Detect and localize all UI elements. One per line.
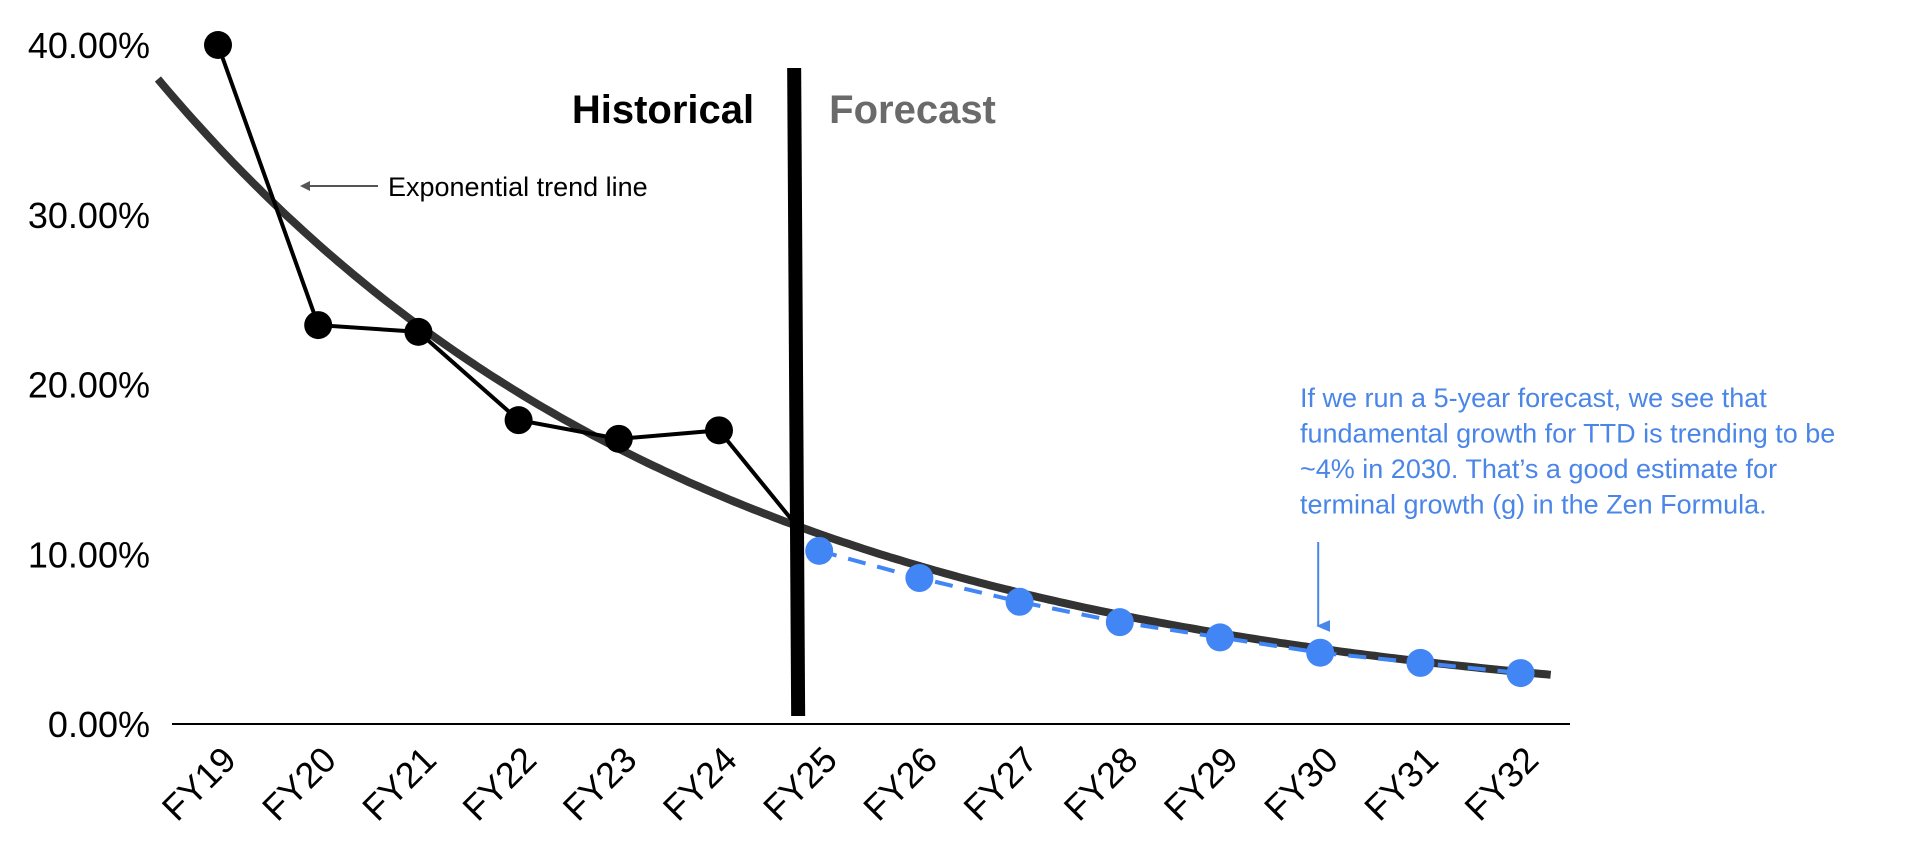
forecast-series bbox=[805, 536, 1535, 688]
forecast-point bbox=[805, 536, 834, 565]
historical-point bbox=[304, 311, 333, 340]
historical-point bbox=[705, 416, 733, 445]
y-tick-label: 30.00% bbox=[28, 195, 150, 236]
x-tick-label: FY26 bbox=[855, 739, 945, 829]
x-tick-label: FY20 bbox=[254, 739, 344, 829]
y-tick-label: 20.00% bbox=[28, 365, 150, 406]
trend-line bbox=[154, 76, 1552, 679]
y-tick-label: 10.00% bbox=[28, 534, 150, 575]
x-tick-label: FY24 bbox=[655, 739, 745, 829]
x-tick-label: FY29 bbox=[1156, 739, 1246, 829]
y-tick-label: 0.00% bbox=[48, 704, 150, 745]
historical-series bbox=[204, 31, 801, 531]
x-tick-label: FY19 bbox=[154, 739, 244, 829]
historical-point bbox=[204, 31, 232, 59]
x-tick-label: FY32 bbox=[1456, 739, 1546, 829]
x-tick-label: FY21 bbox=[354, 739, 444, 829]
historical-point bbox=[504, 406, 533, 435]
annotation-line: If we run a 5-year forecast, we see that bbox=[1300, 383, 1767, 413]
annotation-line: terminal growth (g) in the Zen Formula. bbox=[1300, 490, 1767, 520]
annotation-line: ~4% in 2030. That’s a good estimate for bbox=[1300, 454, 1777, 484]
y-axis-ticks: 0.00% 10.00% 20.00% 30.00% 40.00% bbox=[28, 25, 150, 745]
historical-point bbox=[404, 317, 433, 346]
x-tick-label: FY25 bbox=[755, 739, 845, 829]
forecast-point bbox=[1306, 638, 1335, 667]
historical-label: Historical bbox=[572, 88, 754, 132]
forecast-point bbox=[1005, 587, 1034, 616]
x-axis-ticks: FY19 FY20 FY21 FY22 FY23 FY24 FY25 FY26 FY27 FY28… bbox=[154, 739, 1546, 829]
x-tick-label: FY27 bbox=[955, 739, 1045, 829]
forecast-line bbox=[818, 548, 1521, 676]
historical-forecast-divider bbox=[787, 67, 806, 717]
x-tick-label: FY23 bbox=[555, 739, 645, 829]
forecast-point bbox=[1506, 659, 1535, 688]
x-tick-label: FY30 bbox=[1256, 739, 1346, 829]
trend-line-label: Exponential trend line bbox=[388, 172, 648, 202]
forecast-point bbox=[1206, 623, 1234, 652]
y-tick-label: 40.00% bbox=[28, 25, 150, 66]
forecast-label: Forecast bbox=[829, 88, 996, 132]
historical-point bbox=[604, 424, 633, 453]
forecast-point bbox=[905, 564, 934, 593]
annotation-line: fundamental growth for TTD is trending t… bbox=[1300, 419, 1835, 449]
forecast-annotation: If we run a 5-year forecast, we see that… bbox=[1300, 383, 1835, 520]
x-tick-label: FY22 bbox=[454, 739, 544, 829]
x-tick-label: FY31 bbox=[1356, 739, 1446, 829]
x-tick-label: FY28 bbox=[1056, 739, 1146, 829]
forecast-point bbox=[1406, 648, 1435, 677]
forecast-point bbox=[1105, 608, 1134, 637]
